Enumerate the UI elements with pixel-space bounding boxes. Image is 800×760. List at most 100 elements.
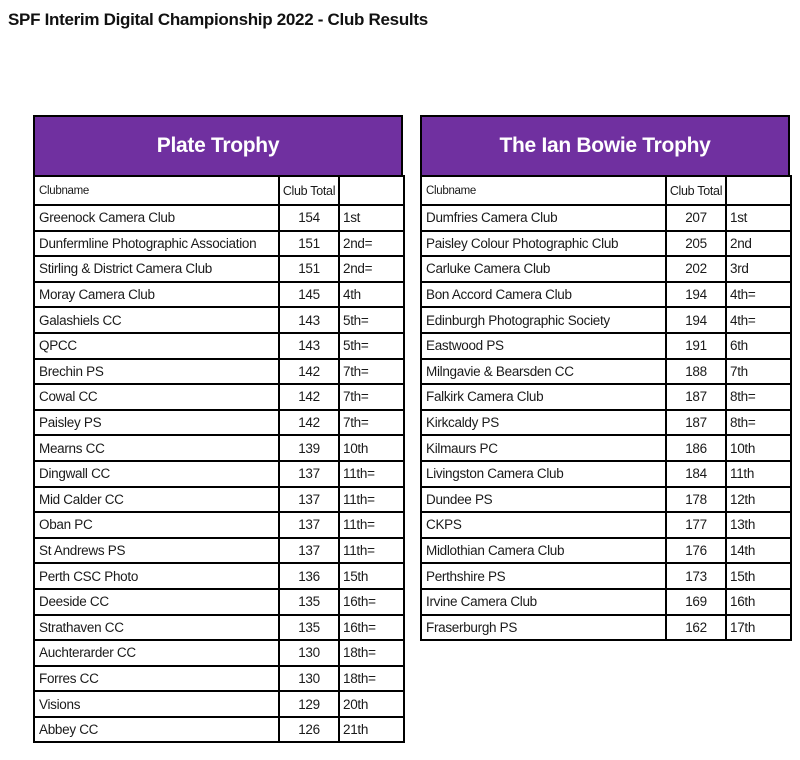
club-total-cell: 187: [665, 383, 727, 411]
position-cell: 11th=: [338, 536, 405, 565]
club-total-cell: 139: [278, 434, 340, 462]
clubname-cell: Fraserburgh PS: [420, 613, 667, 642]
table-title: Plate Trophy: [156, 134, 280, 157]
club-total-cell: 207: [665, 204, 727, 232]
club-total-header: Club Total: [278, 175, 340, 206]
club-total-cell: 126: [278, 715, 340, 744]
club-total-cell: 130: [278, 639, 340, 667]
table-row: Bon Accord Camera Club 194 4th=: [420, 280, 792, 309]
table-row: Greenock Camera Club 154 1st: [33, 204, 405, 232]
ian-bowie-trophy-results: Clubname Club Total Dumfries Camera Club…: [420, 175, 792, 642]
clubname-cell: Stirling & District Camera Club: [33, 255, 280, 283]
club-total-cell: 130: [278, 664, 340, 693]
clubname-header: Clubname: [420, 175, 667, 206]
clubname-cell: Paisley PS: [33, 408, 280, 437]
table-row: Falkirk Camera Club 187 8th=: [420, 383, 792, 411]
club-total-cell: 143: [278, 331, 340, 360]
table-row: St Andrews PS 137 11th=: [33, 536, 405, 565]
clubname-cell: Perth CSC Photo: [33, 562, 280, 590]
clubname-cell: Midlothian Camera Club: [420, 536, 667, 565]
table-row: Perth CSC Photo 136 15th: [33, 562, 405, 590]
position-cell: 7th=: [338, 408, 405, 437]
table-row: Livingston Camera Club 184 11th: [420, 459, 792, 488]
table-title: The Ian Bowie Trophy: [499, 134, 711, 157]
clubname-cell: Carluke Camera Club: [420, 255, 667, 283]
table-row: Dunfermline Photographic Association 151 2…: [33, 229, 405, 258]
club-total-cell: 135: [278, 613, 340, 642]
table-row: CKPS 177 13th: [420, 511, 792, 539]
table-row: Mid Calder CC 137 11th=: [33, 485, 405, 514]
club-total-cell: 194: [665, 280, 727, 309]
clubname-cell: Irvine Camera Club: [420, 587, 667, 616]
club-total-cell: 151: [278, 229, 340, 258]
table-row: Midlothian Camera Club 176 14th: [420, 536, 792, 565]
position-cell: 10th: [338, 434, 405, 462]
clubname-cell: Abbey CC: [33, 715, 280, 744]
clubname-cell: Eastwood PS: [420, 331, 667, 360]
table-row: Eastwood PS 191 6th: [420, 331, 792, 360]
table-row: Brechin PS 142 7th=: [33, 357, 405, 386]
position-cell: 11th=: [338, 485, 405, 514]
ian-bowie-trophy-banner: The Ian Bowie Trophy: [420, 115, 790, 177]
position-cell: 15th: [725, 562, 792, 590]
clubname-cell: Livingston Camera Club: [420, 459, 667, 488]
club-total-cell: 137: [278, 485, 340, 514]
position-cell: 12th: [725, 485, 792, 514]
club-total-cell: 191: [665, 331, 727, 360]
table-row: Fraserburgh PS 162 17th: [420, 613, 792, 642]
position-cell: 4th=: [725, 280, 792, 309]
position-cell: 1st: [725, 204, 792, 232]
position-cell: 11th: [725, 459, 792, 488]
clubname-cell: Dumfries Camera Club: [420, 204, 667, 232]
header-row: Clubname Club Total: [33, 175, 405, 206]
table-row: Mearns CC 139 10th: [33, 434, 405, 462]
table-row: Cowal CC 142 7th=: [33, 383, 405, 411]
clubname-cell: Moray Camera Club: [33, 280, 280, 309]
table-row: Carluke Camera Club 202 3rd: [420, 255, 792, 283]
club-total-cell: 187: [665, 408, 727, 437]
clubname-cell: Forres CC: [33, 664, 280, 693]
position-cell: 1st: [338, 204, 405, 232]
position-cell: 4th=: [725, 306, 792, 334]
position-cell: 7th=: [338, 357, 405, 386]
ian-bowie-trophy-table: The Ian Bowie Trophy Clubname Club Total…: [420, 115, 792, 642]
position-cell: 7th: [725, 357, 792, 386]
table-row: Edinburgh Photographic Society 194 4th=: [420, 306, 792, 334]
table-row: Forres CC 130 18th=: [33, 664, 405, 693]
clubname-cell: Brechin PS: [33, 357, 280, 386]
position-cell: 11th=: [338, 459, 405, 488]
club-total-cell: 142: [278, 383, 340, 411]
table-row: Dundee PS 178 12th: [420, 485, 792, 514]
position-cell: 16th=: [338, 587, 405, 616]
clubname-cell: QPCC: [33, 331, 280, 360]
plate-trophy-table: Plate Trophy Clubname Club Total Greenoc…: [33, 115, 405, 744]
club-total-cell: 178: [665, 485, 727, 514]
table-row: Dingwall CC 137 11th=: [33, 459, 405, 488]
position-cell: 5th=: [338, 306, 405, 334]
club-total-cell: 173: [665, 562, 727, 590]
position-cell: 18th=: [338, 639, 405, 667]
clubname-cell: Falkirk Camera Club: [420, 383, 667, 411]
clubname-cell: Kirkcaldy PS: [420, 408, 667, 437]
club-total-cell: 142: [278, 357, 340, 386]
position-cell: 6th: [725, 331, 792, 360]
clubname-cell: Milngavie & Bearsden CC: [420, 357, 667, 386]
club-total-cell: 176: [665, 536, 727, 565]
club-total-cell: 162: [665, 613, 727, 642]
table-row: Kirkcaldy PS 187 8th=: [420, 408, 792, 437]
table-row: Strathaven CC 135 16th=: [33, 613, 405, 642]
club-total-cell: 188: [665, 357, 727, 386]
club-total-cell: 194: [665, 306, 727, 334]
position-cell: 4th: [338, 280, 405, 309]
position-cell: 10th: [725, 434, 792, 462]
clubname-cell: Perthshire PS: [420, 562, 667, 590]
club-total-cell: 177: [665, 511, 727, 539]
table-row: Milngavie & Bearsden CC 188 7th: [420, 357, 792, 386]
clubname-cell: Strathaven CC: [33, 613, 280, 642]
club-total-cell: 143: [278, 306, 340, 334]
position-cell: 18th=: [338, 664, 405, 693]
position-header: [725, 175, 792, 206]
table-row: Auchterarder CC 130 18th=: [33, 639, 405, 667]
club-total-cell: 205: [665, 229, 727, 258]
club-total-cell: 186: [665, 434, 727, 462]
